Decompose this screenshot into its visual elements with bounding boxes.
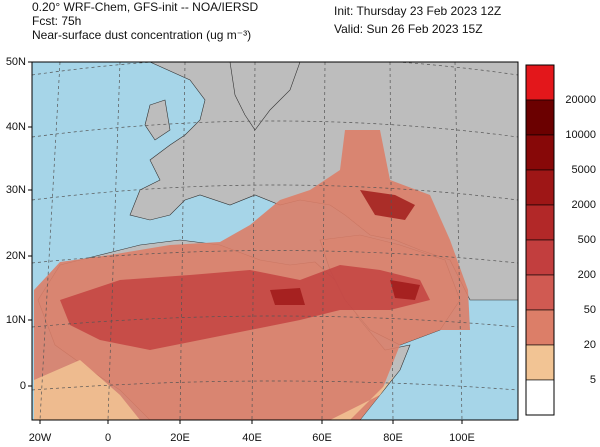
lon-label: 40E xyxy=(242,432,262,444)
lat-label: 50N xyxy=(6,56,26,68)
lon-label: 0 xyxy=(105,432,111,444)
colorbar-swatch xyxy=(525,169,555,206)
dust-mid xyxy=(60,265,430,350)
dust-high xyxy=(270,190,420,305)
lon-label: 20E xyxy=(170,432,190,444)
colorbar-label: 10000 xyxy=(565,129,596,141)
lat-label: 0 xyxy=(20,380,26,392)
lon-label: 100E xyxy=(449,432,475,444)
lat-label: 10N xyxy=(6,314,26,326)
map-frame xyxy=(31,61,519,421)
colorbar-label: 200 xyxy=(578,269,596,281)
lat-label: 30N xyxy=(6,184,26,196)
colorbar-label: 2000 xyxy=(572,199,596,211)
colorbar-swatch xyxy=(525,309,555,346)
colorbar-swatch xyxy=(525,204,555,241)
colorbar-label: 50 xyxy=(584,304,596,316)
colorbar-label: 500 xyxy=(578,234,596,246)
colorbar-swatch xyxy=(525,64,555,101)
land-scandinavia xyxy=(229,62,301,131)
colorbar-swatch xyxy=(525,134,555,171)
dust-edge xyxy=(34,360,395,420)
lon-label: 60E xyxy=(312,432,332,444)
land-uk xyxy=(144,99,171,141)
map xyxy=(32,62,518,420)
colorbar-swatch xyxy=(525,239,555,276)
colorbar-label: 20 xyxy=(584,339,596,351)
init-time: Init: Thursday 23 Feb 2023 12Z xyxy=(334,4,501,18)
lon-label: 80E xyxy=(383,432,403,444)
colorbar-label: 5000 xyxy=(572,164,596,176)
colorbar-swatch xyxy=(525,99,555,136)
lat-label: 40N xyxy=(6,121,26,133)
colorbar-swatch xyxy=(525,344,555,381)
colorbar-label: 5 xyxy=(590,374,596,386)
field-title: Near-surface dust concentration (ug m⁻³) xyxy=(32,28,251,42)
lat-label: 20N xyxy=(6,250,26,262)
lon-label: 20W xyxy=(29,432,52,444)
valid-time: Valid: Sun 26 Feb 2023 15Z xyxy=(334,22,483,36)
colorbar-frame xyxy=(525,64,555,416)
colorbar-swatch xyxy=(525,274,555,311)
colorbar-swatch xyxy=(525,379,555,416)
forecast-hour: Fcst: 75h xyxy=(32,14,81,28)
colorbar-label: 20000 xyxy=(565,94,596,106)
model-title: 0.20° WRF-Chem, GFS-init -- NOA/IERSD xyxy=(32,0,258,14)
